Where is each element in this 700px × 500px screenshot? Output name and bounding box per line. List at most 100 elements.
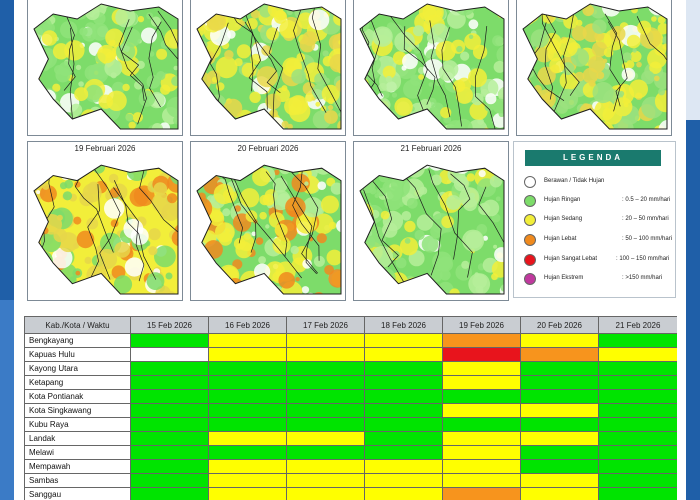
column-header: 18 Feb 2026 [364,316,443,334]
forecast-cell [598,431,677,446]
forecast-cell [286,361,365,376]
region-name: Ketapang [24,375,131,390]
region-name: Sanggau [24,487,131,500]
legend-range: : 100 – 150 mm/hari [616,256,670,262]
rain-map-4 [516,0,672,136]
region-name: Sambas [24,473,131,488]
forecast-cell [520,361,599,376]
map-date-7: 21 Februari 2026 [400,144,462,153]
legend-item-ekstrem: Hujan Ekstrem : >150 mm/hari [524,273,674,287]
forecast-cell [130,417,209,432]
forecast-cell [286,459,365,474]
forecast-cell [286,487,365,500]
forecast-cell [364,459,443,474]
legend-label: Hujan Ringan [544,197,581,203]
forecast-cell [208,333,287,348]
forecast-cell [208,459,287,474]
rain-map-graphic [196,3,342,130]
region-name: Kapuas Hulu [24,347,131,362]
forecast-cell [598,375,677,390]
forecast-cell [130,361,209,376]
page-edge-right-accent [686,120,700,500]
forecast-cell [364,389,443,404]
table-body: Bengkayang Kapuas Hulu Kayong Utara Ketapan… [24,333,677,500]
forecast-cell [520,403,599,418]
legend-label: Hujan Sedang [544,216,583,222]
forecast-cell [442,445,521,460]
region-name: Kayong Utara [24,361,131,376]
forecast-cell [130,459,209,474]
region-name: Kota Singkawang [24,403,131,418]
table-row: Bengkayang [24,333,677,348]
legend-range: : 20 – 50 mm/hari [622,216,669,222]
forecast-cell [130,375,209,390]
rain-map-graphic [33,164,179,295]
region-name: Landak [24,431,131,446]
column-header: 19 Feb 2026 [442,316,521,334]
legend-swatch-ringan [524,195,536,207]
forecast-cell [598,403,677,418]
rain-map-graphic [33,3,179,130]
table-row: Kota Pontianak [24,389,677,404]
legend-label: Hujan Sangat Lebat [544,256,598,262]
forecast-cell [598,389,677,404]
column-header: 17 Feb 2026 [286,316,365,334]
table-row: Sambas [24,473,677,488]
column-header: 21 Feb 2026 [598,316,677,334]
forecast-cell [520,473,599,488]
forecast-cell [598,333,677,348]
legend-range: : >150 mm/hari [622,275,663,281]
forecast-cell [520,375,599,390]
forecast-cell [130,389,209,404]
forecast-cell [442,473,521,488]
forecast-cell [364,445,443,460]
forecast-cell [598,417,677,432]
forecast-cell [598,347,677,362]
rain-map-2 [190,0,346,136]
forecast-cell [130,487,209,500]
forecast-cell [286,389,365,404]
table-row: Melawi [24,445,677,460]
region-name: Bengkayang [24,333,131,348]
forecast-cell [208,361,287,376]
table-row: Ketapang [24,375,677,390]
forecast-cell [286,445,365,460]
forecast-cell [442,389,521,404]
column-header: 20 Feb 2026 [520,316,599,334]
forecast-cell [208,403,287,418]
table-header-row: Kab./Kota / Waktu 15 Feb 2026 16 Feb 202… [24,316,677,334]
forecast-cell [442,431,521,446]
forecast-cell [520,389,599,404]
forecast-cell [364,403,443,418]
rain-map-7: 21 Februari 2026 [353,141,509,301]
legend-range: : 0.5 – 20 mm/hari [622,197,671,203]
legend-swatch-sangat-lebat [524,254,536,266]
forecast-cell [442,361,521,376]
legend-item-sedang: Hujan Sedang : 20 – 50 mm/hari [524,214,674,228]
forecast-cell [364,473,443,488]
table-row: Kubu Raya [24,417,677,432]
forecast-cell [364,487,443,500]
region-name: Melawi [24,445,131,460]
forecast-cell [364,417,443,432]
forecast-cell [364,347,443,362]
forecast-cell [520,487,599,500]
rain-map-5: 19 Februari 2026 [27,141,183,301]
legend-item-ringan: Hujan Ringan : 0.5 – 20 mm/hari [524,195,674,209]
legend-title: LEGENDA [525,150,661,166]
forecast-cell [208,389,287,404]
forecast-cell [598,487,677,500]
legend-item-lebat: Hujan Lebat : 50 – 100 mm/hari [524,234,674,248]
forecast-cell [442,333,521,348]
table-row: Landak [24,431,677,446]
legend-item-sangat-lebat: Hujan Sangat Lebat : 100 – 150 mm/hari [524,254,674,268]
table-row: Kapuas Hulu [24,347,677,362]
legend-item-berawan: Berawan / Tidak Hujan [524,176,674,190]
region-name: Kota Pontianak [24,389,131,404]
forecast-cell [208,417,287,432]
rain-map-graphic [359,3,505,130]
legend-panel: LEGENDA Berawan / Tidak Hujan Hujan Ring… [513,141,676,298]
forecast-cell [208,445,287,460]
forecast-cell [442,417,521,432]
map-date-5: 19 Februari 2026 [74,144,136,153]
